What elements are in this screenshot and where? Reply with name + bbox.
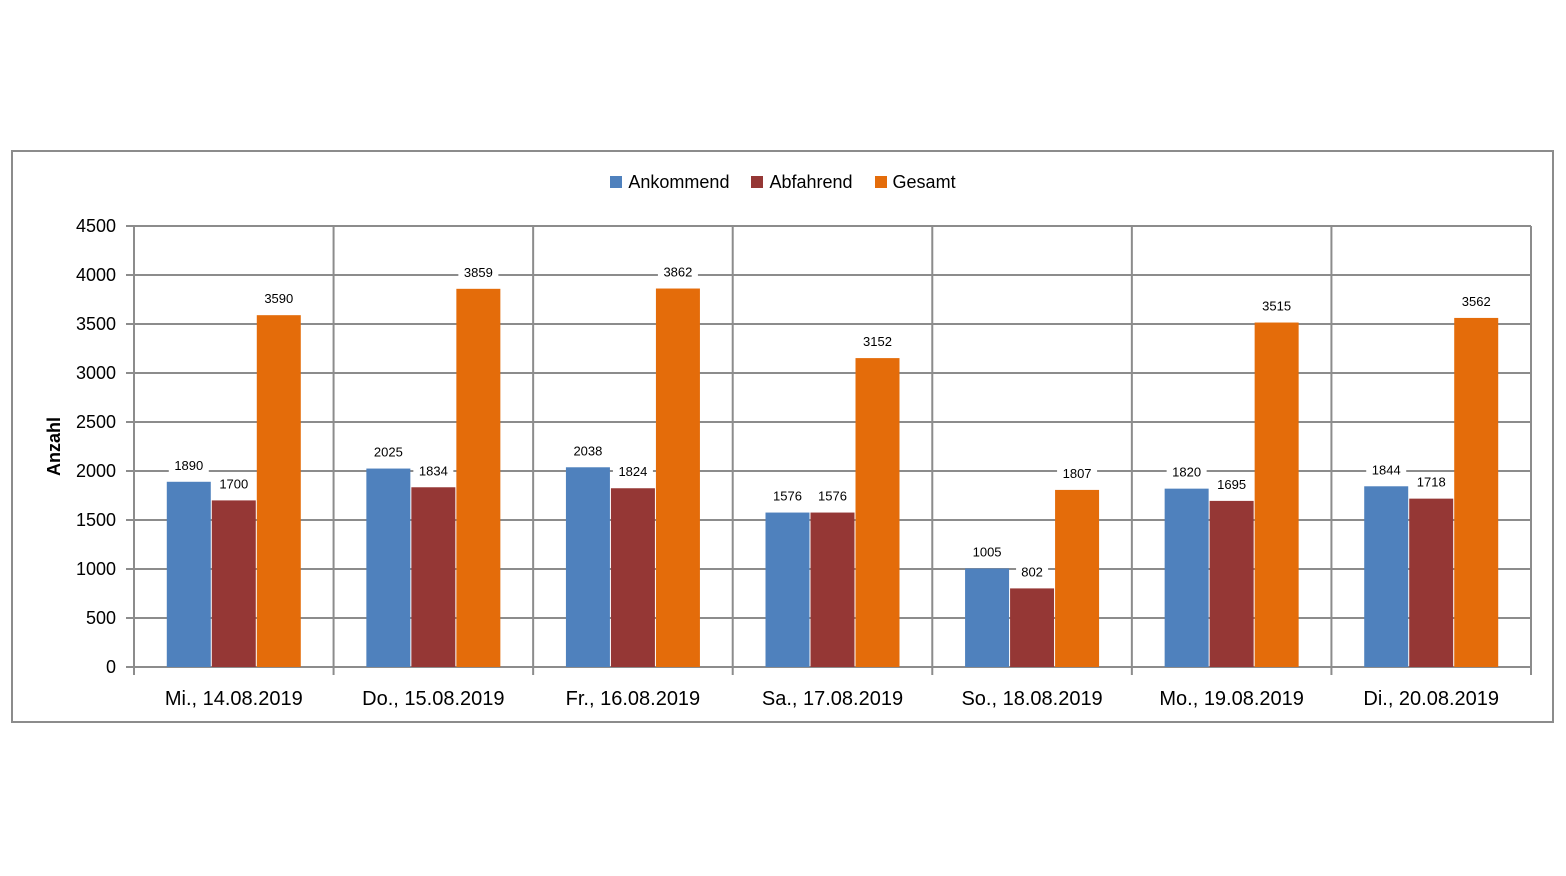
x-tick-label: Mi., 14.08.2019 — [165, 688, 303, 710]
y-tick-label: 1500 — [76, 510, 116, 530]
data-label-bg — [567, 442, 608, 460]
bar-abfahrend — [411, 487, 456, 667]
bar-ankommend — [765, 512, 810, 667]
legend-swatch-ankommend — [610, 176, 623, 188]
bar-gesamt — [256, 315, 301, 667]
legend-label-gesamt: Gesamt — [892, 171, 956, 192]
data-label-bg — [1166, 463, 1207, 481]
data-label: 3590 — [264, 291, 293, 306]
bar-gesamt — [655, 288, 700, 667]
bar-gesamt — [1454, 317, 1499, 667]
data-label-bg — [458, 263, 499, 281]
data-label-bg — [213, 475, 254, 493]
bar-abfahrend — [610, 488, 655, 667]
bar-ankommend — [366, 468, 411, 667]
data-label: 1576 — [818, 489, 847, 504]
bar-ankommend — [1164, 488, 1209, 667]
x-tick-label: Sa., 17.08.2019 — [762, 688, 903, 710]
bar-gesamt — [456, 288, 501, 667]
data-label: 1834 — [419, 463, 448, 478]
data-label: 3862 — [663, 265, 692, 280]
bar-gesamt — [855, 358, 900, 667]
data-label: 3859 — [464, 265, 493, 280]
data-label-bg — [1456, 292, 1497, 310]
data-label-bg — [767, 487, 808, 505]
x-tick-label: Mo., 19.08.2019 — [1159, 688, 1304, 710]
y-tick-label: 2500 — [76, 412, 116, 432]
data-label: 1005 — [973, 545, 1002, 560]
data-label-bg — [1366, 461, 1407, 479]
bar-ankommend — [965, 568, 1010, 667]
data-label-bg — [612, 463, 653, 481]
y-axis-title: Anzahl — [44, 417, 64, 476]
x-tick-label: Di., 20.08.2019 — [1363, 688, 1499, 710]
data-label-bg — [812, 487, 853, 505]
bar-abfahrend — [810, 512, 855, 667]
data-label: 1718 — [1417, 475, 1446, 490]
bar-abfahrend — [1010, 588, 1055, 667]
data-label-bg — [1211, 475, 1252, 493]
y-tick-label: 3500 — [76, 314, 116, 334]
y-tick-label: 3000 — [76, 363, 116, 383]
bar-abfahrend — [1209, 500, 1254, 667]
data-label-bg — [967, 543, 1008, 561]
legend-label-abfahrend: Abfahrend — [769, 171, 853, 192]
data-label: 2038 — [573, 443, 602, 458]
data-label: 1890 — [174, 458, 203, 473]
data-label-bg — [1411, 473, 1452, 491]
legend-item-ankommend: Ankommend — [610, 172, 729, 193]
data-label-bg — [1016, 563, 1049, 581]
data-label: 1576 — [773, 489, 802, 504]
data-label-bg — [1256, 297, 1297, 315]
x-tick-label: Do., 15.08.2019 — [362, 688, 504, 710]
data-label: 1807 — [1063, 466, 1092, 481]
data-label: 1700 — [219, 476, 248, 491]
y-tick-label: 500 — [86, 608, 116, 628]
bar-gesamt — [1254, 322, 1299, 667]
bar-gesamt — [1055, 489, 1100, 667]
data-label: 3152 — [863, 334, 892, 349]
data-label: 1820 — [1172, 465, 1201, 480]
y-tick-label: 4000 — [76, 265, 116, 285]
data-label-bg — [857, 333, 898, 351]
legend-label-ankommend: Ankommend — [628, 171, 730, 192]
y-tick-label: 0 — [106, 657, 116, 677]
legend: Ankommend Abfahrend Gesamt — [0, 170, 1566, 194]
data-label-bg — [258, 290, 299, 308]
data-label-bg — [657, 263, 698, 281]
y-tick-label: 2000 — [76, 461, 116, 481]
legend-swatch-abfahrend — [751, 176, 764, 188]
legend-item-abfahrend: Abfahrend — [751, 171, 853, 193]
data-label: 1824 — [618, 464, 647, 479]
data-label: 802 — [1021, 564, 1043, 579]
bar-ankommend — [1364, 486, 1409, 667]
legend-swatch-gesamt — [874, 176, 887, 188]
data-label-bg — [368, 443, 409, 461]
bar-ankommend — [166, 481, 211, 667]
data-label: 3562 — [1462, 294, 1491, 309]
y-tick-label: 4500 — [76, 216, 116, 236]
data-label: 3515 — [1262, 299, 1291, 314]
data-label: 1844 — [1372, 462, 1401, 477]
data-label: 2025 — [374, 445, 403, 460]
data-label-bg — [413, 462, 454, 480]
bar-abfahrend — [1409, 498, 1454, 667]
x-tick-label: So., 18.08.2019 — [961, 688, 1102, 710]
y-tick-label: 1000 — [76, 559, 116, 579]
data-label-bg — [1057, 464, 1098, 482]
data-label: 1695 — [1217, 477, 1246, 492]
data-label-bg — [168, 456, 209, 474]
bar-ankommend — [565, 467, 610, 667]
bar-abfahrend — [211, 500, 256, 667]
legend-item-gesamt: Gesamt — [874, 171, 956, 193]
x-tick-label: Fr., 16.08.2019 — [566, 688, 701, 710]
